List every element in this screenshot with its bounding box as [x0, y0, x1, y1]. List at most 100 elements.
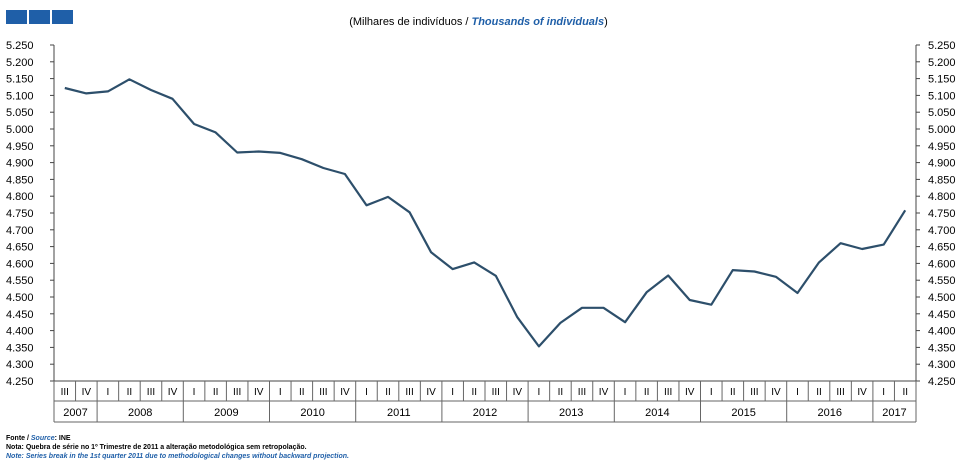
year-label: 2007	[63, 407, 87, 419]
y-tick-label-left: 4.250	[6, 376, 34, 388]
y-tick-label-left: 4.550	[6, 275, 34, 287]
y-tick-label-left: 4.950	[6, 141, 34, 153]
year-label: 2012	[473, 407, 497, 419]
y-tick-label-right: 4.550	[928, 275, 956, 287]
y-tick-label-left: 5.250	[6, 40, 34, 52]
quarter-label: II	[471, 387, 477, 398]
quarter-label: I	[365, 387, 368, 398]
y-tick-label-right: 5.200	[928, 57, 956, 69]
quarter-label: IV	[857, 387, 867, 398]
y-tick-label-right: 5.250	[928, 40, 956, 52]
quarter-label: I	[624, 387, 627, 398]
y-tick-label-left: 4.350	[6, 342, 34, 354]
quarter-label: I	[882, 387, 885, 398]
y-tick-label-left: 4.400	[6, 326, 34, 338]
year-label: 2011	[387, 407, 411, 419]
quarter-label: II	[127, 387, 133, 398]
brand-logo	[6, 10, 76, 24]
y-tick-label-right: 4.350	[928, 342, 956, 354]
year-label: 2015	[731, 407, 755, 419]
source-label-pt: Fonte /	[6, 435, 31, 442]
y-tick-label-left: 4.300	[6, 359, 34, 371]
y-tick-label-left: 4.700	[6, 225, 34, 237]
quarter-label: I	[193, 387, 196, 398]
quarter-label: III	[405, 387, 413, 398]
source-label-en: Source	[30, 435, 55, 442]
subtitle-close: )	[604, 16, 608, 28]
quarter-label: II	[213, 387, 219, 398]
quarter-label: IV	[513, 387, 523, 398]
year-label: 2010	[300, 407, 324, 419]
footer-notes: Fonte / Source: INE Nota: Quebra de séri…	[6, 434, 349, 461]
quarter-label: II	[299, 387, 305, 398]
y-tick-label-left: 5.000	[6, 124, 34, 136]
quarter-label: II	[730, 387, 736, 398]
quarter-label: III	[578, 387, 586, 398]
quarter-label: I	[106, 387, 109, 398]
quarter-label: II	[558, 387, 564, 398]
y-tick-label-right: 4.800	[928, 191, 956, 203]
quarter-label: III	[836, 387, 844, 398]
y-tick-label-right: 4.250	[928, 376, 956, 388]
y-tick-label-left: 4.850	[6, 174, 34, 186]
y-tick-label-left: 4.450	[6, 309, 34, 321]
y-tick-label-right: 4.700	[928, 225, 956, 237]
source-value: : INE	[54, 435, 71, 442]
subtitle-en: Thousands of individuals	[471, 16, 605, 28]
quarter-label: III	[61, 387, 69, 398]
note-en: Note: Series break in the 1st quarter 20…	[6, 453, 349, 460]
series-layer	[64, 78, 907, 348]
note-pt: Nota: Quebra de série no 1º Trimestre de…	[6, 444, 307, 451]
quarter-label: I	[796, 387, 799, 398]
year-label: 2016	[818, 407, 842, 419]
y-tick-label-right: 4.400	[928, 326, 956, 338]
quarter-label: I	[710, 387, 713, 398]
quarter-label: IV	[685, 387, 695, 398]
quarter-label: II	[902, 387, 908, 398]
y-tick-label-right: 4.950	[928, 141, 956, 153]
y-tick-label-right: 5.100	[928, 90, 956, 102]
y-tick-label-right: 5.000	[928, 124, 956, 136]
y-tick-label-right: 4.300	[928, 359, 956, 371]
quarter-label: II	[644, 387, 650, 398]
y-tick-label-left: 5.100	[6, 90, 34, 102]
y-tick-label-right: 4.650	[928, 242, 956, 254]
y-tick-label-right: 5.150	[928, 74, 956, 86]
quarter-label: IV	[340, 387, 350, 398]
y-tick-label-right: 4.600	[928, 258, 956, 270]
year-label: 2009	[214, 407, 238, 419]
quarter-label: III	[233, 387, 241, 398]
y-tick-label-right: 4.500	[928, 292, 956, 304]
year-label: 2014	[645, 407, 669, 419]
axes-layer: 4.250 4.250 4.300 4.300 4.350 4.350 4.400 4.400…	[6, 40, 956, 423]
y-tick-label-left: 4.600	[6, 258, 34, 270]
quarter-label: III	[492, 387, 500, 398]
line-chart: 4.250 4.250 4.300 4.300 4.350 4.350 4.400 4.400…	[6, 40, 956, 423]
y-tick-label-left: 4.750	[6, 208, 34, 220]
y-tick-label-left: 5.150	[6, 74, 34, 86]
quarter-label: IV	[82, 387, 92, 398]
subtitle-pt: (Milhares de indivíduos /	[349, 16, 472, 28]
y-tick-label-right: 4.850	[928, 174, 956, 186]
quarter-label: IV	[254, 387, 264, 398]
quarter-label: III	[750, 387, 758, 398]
quarter-label: IV	[771, 387, 781, 398]
y-tick-label-left: 4.900	[6, 158, 34, 170]
y-tick-label-left: 5.200	[6, 57, 34, 69]
year-label: 2017	[882, 407, 906, 419]
y-tick-label-right: 4.900	[928, 158, 956, 170]
y-tick-label-left: 5.050	[6, 107, 34, 119]
quarter-label: I	[279, 387, 282, 398]
y-tick-label-right: 5.050	[928, 107, 956, 119]
quarter-label: IV	[426, 387, 436, 398]
quarter-label: IV	[168, 387, 178, 398]
y-tick-label-left: 4.800	[6, 191, 34, 203]
y-tick-label-right: 4.450	[928, 309, 956, 321]
source-line: Fonte / Source: INE	[6, 434, 349, 443]
year-label: 2013	[559, 407, 583, 419]
quarter-label: III	[147, 387, 155, 398]
y-tick-label-left: 4.500	[6, 292, 34, 304]
quarter-label: IV	[599, 387, 609, 398]
quarter-label: III	[319, 387, 327, 398]
quarter-label: I	[451, 387, 454, 398]
